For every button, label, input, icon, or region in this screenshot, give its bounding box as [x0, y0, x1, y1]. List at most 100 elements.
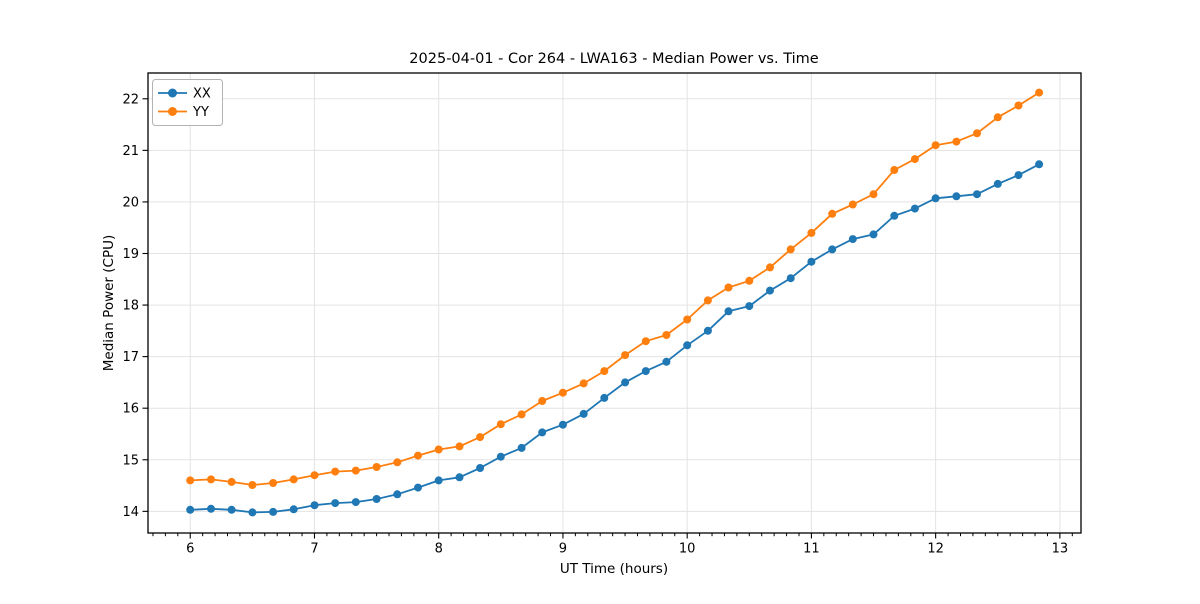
data-point-xx — [393, 490, 402, 499]
data-point-xx — [993, 179, 1002, 188]
data-point-xx — [703, 326, 712, 335]
data-point-xx — [828, 245, 837, 254]
data-point-xx — [621, 378, 630, 387]
data-point-yy — [289, 475, 298, 484]
data-point-xx — [1035, 160, 1044, 169]
legend-label-yy: YY — [192, 105, 209, 120]
legend-marker-xx — [168, 88, 177, 98]
series-line-yy — [190, 91, 1040, 486]
data-point-yy — [952, 137, 961, 146]
y-tick-label-22: 22 — [122, 92, 139, 107]
data-point-xx — [890, 211, 899, 220]
y-axis-label: Median Power (CPU) — [101, 235, 117, 371]
data-point-xx — [331, 499, 340, 508]
data-point-xx — [289, 505, 298, 514]
axes-ticks: 6 7 8 9 10 11 12 13 14 15 16 17 18 19 20 21 22 — [122, 92, 1073, 557]
chart-title: 2025-04-01 - Cor 264 - LWA163 - Median P… — [409, 51, 818, 67]
data-point-xx — [476, 464, 485, 472]
x-tick-label-6: 6 — [186, 542, 194, 557]
data-point-yy — [248, 481, 257, 489]
data-point-xx — [1014, 171, 1023, 180]
data-point-xx — [786, 274, 795, 283]
data-point-xx — [683, 341, 692, 350]
data-point-yy — [931, 141, 940, 150]
data-point-xx — [496, 452, 505, 461]
data-point-xx — [745, 302, 754, 311]
data-point-xx — [910, 204, 919, 213]
data-point-yy — [517, 410, 526, 419]
data-point-yy — [476, 433, 485, 442]
data-point-yy — [538, 397, 547, 405]
plot-border — [147, 72, 1082, 534]
data-point-yy — [310, 471, 319, 480]
data-point-yy — [558, 388, 567, 397]
y-tick-label-16: 16 — [122, 402, 139, 417]
data-point-yy — [269, 479, 278, 487]
data-point-yy — [579, 379, 588, 388]
x-tick-label-10: 10 — [679, 542, 696, 557]
y-tick-label-19: 19 — [122, 247, 139, 262]
data-point-xx — [931, 194, 940, 203]
data-point-yy — [434, 445, 443, 454]
data-point-xx — [952, 192, 961, 201]
data-point-yy — [351, 466, 360, 475]
legend-label-xx: XX — [193, 87, 211, 102]
data-point-xx — [517, 443, 526, 452]
data-point-yy — [621, 351, 630, 360]
data-series — [186, 88, 1044, 517]
data-point-yy — [331, 467, 340, 476]
data-point-xx — [662, 357, 671, 366]
data-point-xx — [227, 505, 236, 514]
x-tick-label-8: 8 — [435, 542, 443, 557]
data-point-xx — [973, 190, 981, 199]
data-point-yy — [414, 451, 422, 460]
x-tick-label-11: 11 — [803, 542, 820, 557]
data-point-yy — [1014, 101, 1023, 110]
data-point-xx — [186, 505, 195, 514]
data-point-yy — [993, 113, 1002, 122]
data-point-xx — [351, 498, 360, 507]
x-axis-label: UT Time (hours) — [560, 561, 668, 577]
data-point-xx — [414, 483, 422, 492]
data-point-xx — [807, 257, 816, 266]
data-point-yy — [848, 200, 857, 209]
data-point-xx — [558, 420, 567, 429]
data-point-yy — [186, 476, 195, 485]
data-point-xx — [248, 508, 257, 517]
data-point-yy — [683, 315, 692, 324]
data-point-xx — [600, 393, 609, 402]
data-point-xx — [269, 507, 278, 516]
data-point-yy — [745, 276, 754, 285]
data-point-yy — [455, 442, 464, 451]
data-point-yy — [393, 458, 402, 467]
legend: XX YY — [152, 79, 223, 126]
data-point-xx — [579, 409, 588, 418]
gridlines — [148, 73, 1081, 533]
data-point-yy — [496, 420, 505, 429]
y-tick-label-21: 21 — [122, 144, 139, 159]
y-tick-label-15: 15 — [122, 453, 139, 468]
data-point-xx — [434, 476, 443, 485]
data-point-yy — [766, 263, 774, 272]
legend-marker-yy — [168, 107, 177, 116]
y-tick-label-20: 20 — [122, 195, 139, 210]
data-point-xx — [372, 495, 381, 503]
data-point-yy — [207, 475, 215, 484]
x-tick-label-7: 7 — [310, 542, 318, 557]
data-point-yy — [600, 367, 609, 376]
data-point-yy — [1035, 88, 1044, 97]
data-point-yy — [724, 283, 733, 292]
data-point-xx — [455, 473, 464, 482]
data-point-xx — [641, 367, 650, 376]
y-tick-label-17: 17 — [122, 350, 139, 365]
data-point-xx — [538, 428, 547, 437]
data-point-yy — [641, 337, 650, 346]
data-point-yy — [910, 155, 919, 164]
data-point-yy — [662, 331, 671, 339]
data-point-xx — [766, 286, 774, 295]
data-point-yy — [807, 228, 816, 237]
y-tick-label-18: 18 — [122, 299, 139, 314]
data-point-yy — [786, 245, 795, 254]
data-point-yy — [869, 190, 878, 199]
